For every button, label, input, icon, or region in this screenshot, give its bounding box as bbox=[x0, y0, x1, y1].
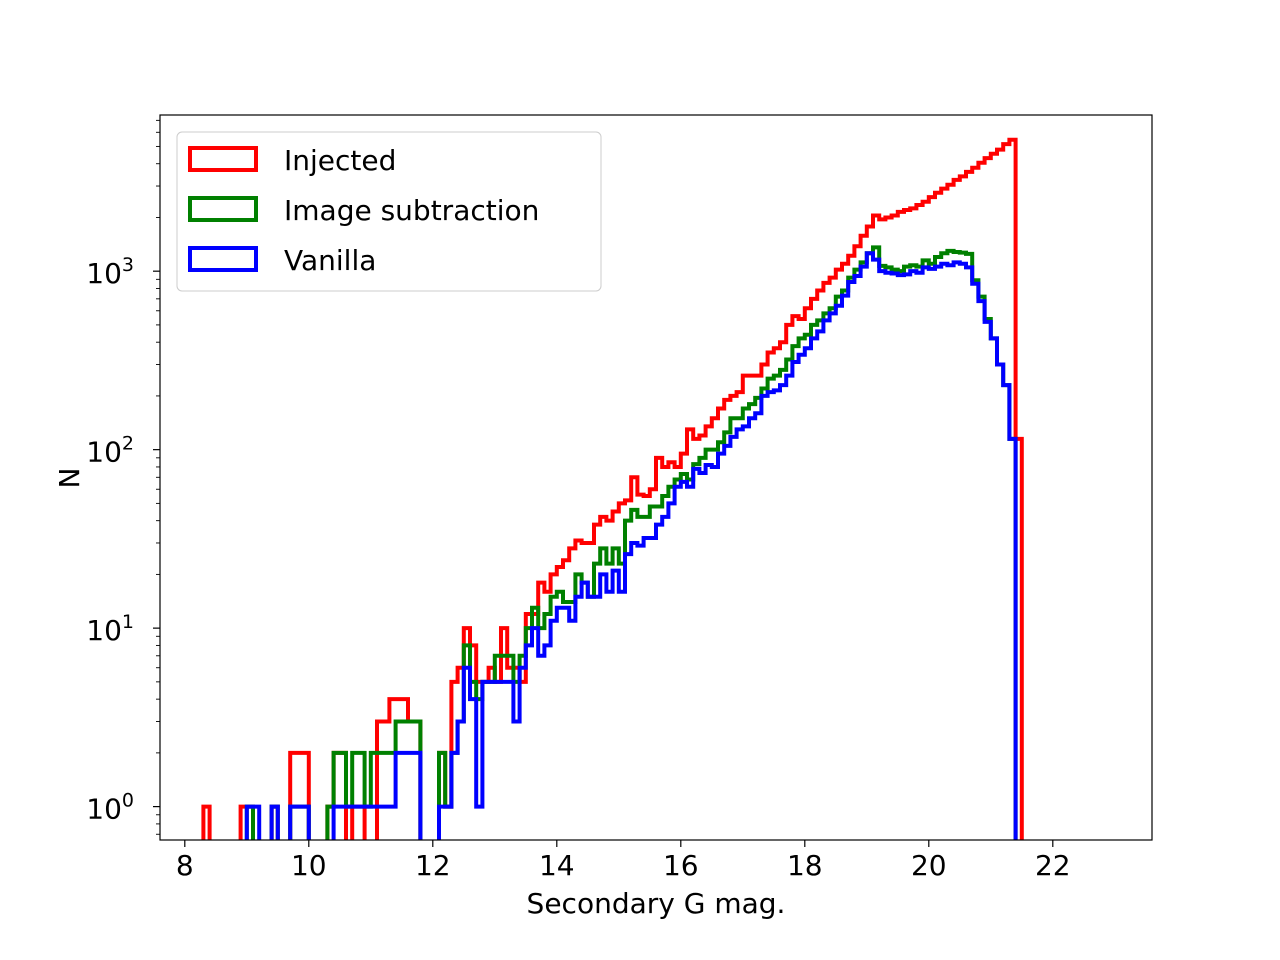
series-layer bbox=[201, 137, 1024, 840]
legend-box bbox=[176, 131, 602, 292]
x-tick-label: 8 bbox=[176, 849, 194, 882]
y-tick-label: 102 bbox=[86, 433, 134, 469]
y-axis-title: N bbox=[53, 468, 86, 489]
x-tick-label: 20 bbox=[911, 849, 947, 882]
legend: Injected Image subtraction Vanilla bbox=[176, 131, 602, 292]
legend-label: Image subtraction bbox=[284, 194, 539, 227]
series-line-1 bbox=[244, 245, 1018, 840]
x-tick-label: 18 bbox=[787, 849, 823, 882]
legend-swatch bbox=[188, 246, 258, 272]
x-tick-label: 10 bbox=[291, 849, 327, 882]
series-line-0 bbox=[201, 137, 1024, 840]
x-tick-label: 12 bbox=[415, 849, 451, 882]
x-tick-label: 16 bbox=[663, 849, 699, 882]
x-tick-label: 22 bbox=[1035, 849, 1071, 882]
legend-label: Injected bbox=[284, 144, 396, 177]
series-line-2 bbox=[244, 251, 1018, 840]
legend-swatch bbox=[188, 146, 258, 172]
legend-swatch bbox=[188, 196, 258, 222]
x-tick-label: 14 bbox=[539, 849, 575, 882]
x-axis: 8 10 12 14 16 18 20 22 bbox=[176, 840, 1071, 882]
y-tick-label: 103 bbox=[86, 254, 134, 290]
y-axis: 100 101 102 103 bbox=[86, 119, 160, 835]
legend-label: Vanilla bbox=[284, 244, 376, 277]
x-axis-title: Secondary G mag. bbox=[527, 887, 786, 920]
y-tick-label: 101 bbox=[86, 611, 134, 647]
y-tick-label: 100 bbox=[86, 790, 134, 826]
